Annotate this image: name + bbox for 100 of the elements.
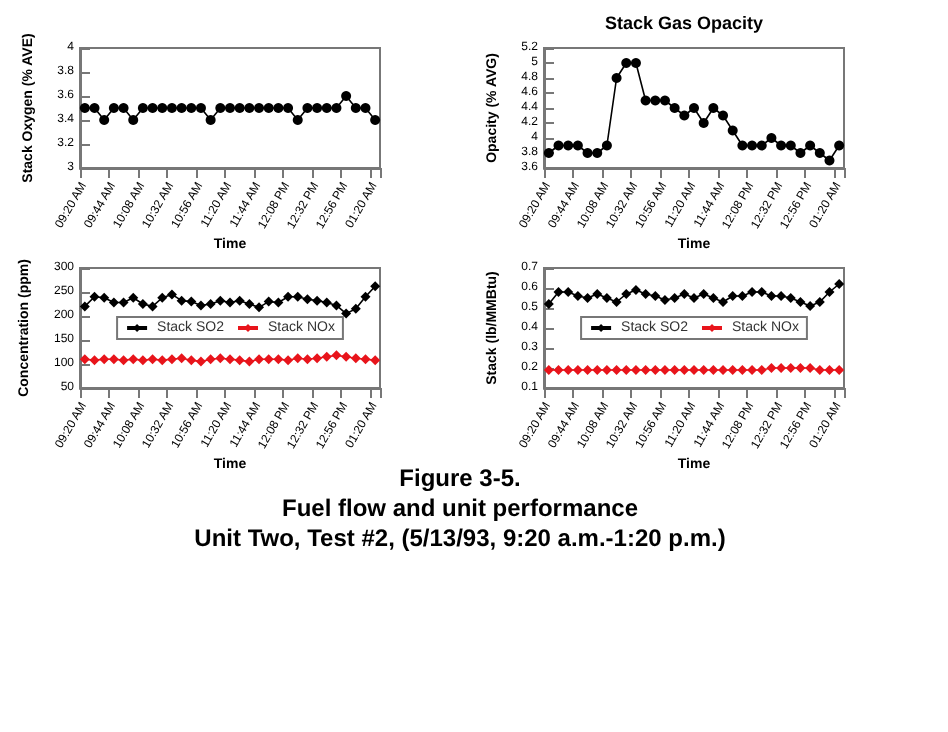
point	[650, 365, 661, 375]
point	[718, 297, 729, 307]
point	[244, 103, 255, 113]
point	[186, 296, 197, 307]
point	[718, 365, 729, 375]
point	[302, 103, 313, 113]
point	[205, 299, 216, 309]
point	[747, 365, 758, 375]
point	[689, 365, 699, 375]
point	[321, 351, 332, 362]
point	[254, 302, 265, 313]
point	[263, 296, 274, 307]
point	[79, 301, 90, 312]
point	[669, 365, 680, 375]
point	[640, 289, 651, 299]
point	[254, 354, 265, 365]
point	[727, 291, 738, 301]
point	[698, 289, 709, 299]
point	[370, 115, 381, 125]
point	[99, 115, 110, 125]
point	[195, 300, 206, 311]
point	[128, 115, 139, 125]
point	[679, 289, 690, 299]
point	[157, 355, 168, 366]
point	[147, 354, 158, 365]
point	[582, 293, 593, 303]
text: Fuel flow and unit performance	[279, 494, 640, 524]
point	[283, 291, 294, 302]
point	[350, 353, 361, 364]
point	[708, 103, 719, 113]
point	[795, 297, 806, 307]
point	[737, 140, 748, 151]
point	[350, 103, 361, 113]
point	[698, 118, 709, 128]
point	[795, 363, 806, 373]
point	[225, 354, 235, 365]
point	[747, 140, 758, 151]
point	[205, 115, 216, 125]
point	[630, 365, 641, 375]
point	[79, 354, 90, 365]
point	[302, 294, 313, 305]
point	[118, 103, 129, 113]
point	[137, 355, 148, 366]
point	[572, 291, 583, 301]
chart-title: Stack Gas Opacity	[604, 13, 764, 33]
point	[621, 365, 632, 375]
point	[147, 103, 158, 113]
point	[572, 140, 583, 151]
point	[195, 103, 206, 113]
point	[747, 287, 758, 297]
point	[659, 365, 670, 375]
text: Unit Two, Test #2, (5/13/93, 9:20 a.m.-1:20 p.m.)	[192, 524, 728, 554]
point	[166, 103, 177, 113]
point	[215, 295, 226, 306]
point	[805, 140, 816, 151]
point	[543, 299, 554, 309]
point	[834, 279, 845, 289]
point	[689, 103, 699, 113]
point	[630, 58, 641, 68]
point	[370, 281, 381, 292]
point	[292, 353, 303, 364]
point	[89, 355, 100, 366]
point	[273, 297, 284, 308]
point	[572, 365, 583, 375]
point	[205, 354, 216, 365]
point	[669, 103, 680, 113]
point	[543, 365, 554, 375]
point	[273, 354, 284, 365]
point	[186, 103, 197, 113]
point	[582, 148, 593, 158]
point	[756, 287, 767, 297]
point	[244, 299, 255, 309]
point	[108, 354, 119, 365]
point	[824, 155, 835, 166]
point	[234, 103, 245, 113]
point	[553, 365, 564, 375]
point	[263, 354, 274, 365]
point	[283, 103, 294, 113]
point	[283, 355, 294, 366]
point	[89, 291, 100, 302]
point	[321, 103, 332, 113]
point	[118, 355, 129, 366]
point	[766, 363, 777, 373]
point	[679, 110, 690, 121]
point	[341, 91, 352, 101]
point	[650, 291, 661, 301]
point	[814, 365, 825, 375]
point	[776, 140, 787, 151]
point	[659, 95, 670, 106]
point	[737, 291, 748, 301]
point	[766, 133, 777, 143]
point	[689, 293, 699, 303]
point	[234, 295, 245, 306]
point	[621, 58, 632, 68]
point	[785, 140, 796, 151]
point	[659, 295, 670, 305]
point	[118, 297, 129, 308]
point	[312, 353, 323, 364]
point	[176, 103, 187, 113]
point	[176, 295, 187, 306]
